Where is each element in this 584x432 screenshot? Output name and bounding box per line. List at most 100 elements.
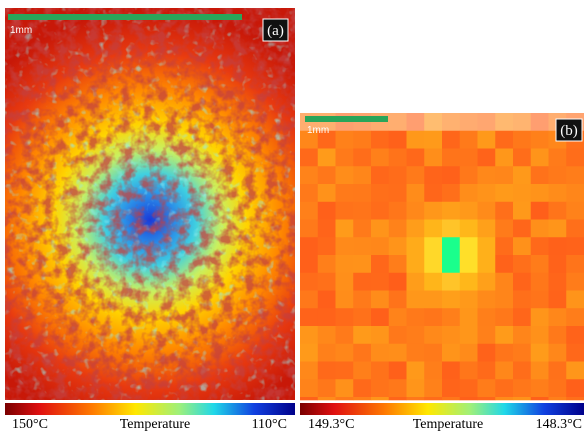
colorbar-title: Temperature	[413, 417, 484, 432]
pixel	[336, 113, 354, 131]
pixel	[531, 184, 549, 202]
pixel	[460, 113, 478, 131]
pixel	[566, 184, 584, 202]
pixel	[513, 255, 531, 273]
pixel	[318, 362, 336, 380]
pixel	[531, 220, 549, 238]
pixel	[566, 308, 584, 326]
pixel	[442, 344, 460, 362]
pixel	[460, 202, 478, 220]
pixel	[300, 220, 318, 238]
pixel	[442, 397, 460, 400]
pixel	[566, 149, 584, 167]
pixel	[318, 166, 336, 184]
pixel	[371, 113, 389, 131]
pixel	[336, 166, 354, 184]
pixel	[371, 149, 389, 167]
pixel	[566, 166, 584, 184]
pixel	[407, 255, 425, 273]
pixel	[371, 344, 389, 362]
pixel	[478, 149, 496, 167]
pixel	[495, 379, 513, 397]
pixel	[566, 397, 584, 400]
pixel	[478, 379, 496, 397]
pixel	[389, 291, 407, 309]
pixel	[336, 326, 354, 344]
pixel	[478, 166, 496, 184]
pixel	[424, 131, 442, 149]
pixel	[353, 397, 371, 400]
pixel	[371, 202, 389, 220]
colorbar-min: 150°C	[12, 417, 48, 432]
pixel	[371, 308, 389, 326]
pixel	[389, 397, 407, 400]
pixel	[531, 379, 549, 397]
pixel	[389, 149, 407, 167]
pixel	[389, 131, 407, 149]
pixel	[513, 379, 531, 397]
pixel	[336, 202, 354, 220]
pixel	[495, 291, 513, 309]
pixel	[424, 113, 442, 131]
pixel	[300, 149, 318, 167]
pixel	[371, 362, 389, 380]
pixel	[318, 308, 336, 326]
pixel	[424, 326, 442, 344]
pixel	[300, 379, 318, 397]
colorbar	[5, 403, 295, 415]
pixel	[442, 326, 460, 344]
pixel	[513, 202, 531, 220]
pixel	[424, 255, 442, 273]
pixel	[407, 166, 425, 184]
pixel	[531, 291, 549, 309]
pixel	[300, 291, 318, 309]
pixel	[353, 308, 371, 326]
pixel	[318, 273, 336, 291]
pixel	[353, 113, 371, 131]
pixel	[336, 273, 354, 291]
pixel	[300, 308, 318, 326]
pixel	[495, 220, 513, 238]
pixel	[353, 362, 371, 380]
pixel	[495, 237, 513, 255]
figure: 1mm (a) 150°C Temperature 110°C 1mm (b) …	[0, 0, 584, 432]
pixel	[531, 344, 549, 362]
pixel	[407, 273, 425, 291]
pixel	[318, 397, 336, 400]
pixel	[371, 131, 389, 149]
pixel	[549, 237, 567, 255]
pixel	[531, 273, 549, 291]
pixel	[442, 379, 460, 397]
pixel	[460, 379, 478, 397]
pixel	[336, 255, 354, 273]
pixel	[389, 184, 407, 202]
pixel	[549, 308, 567, 326]
pixel	[389, 220, 407, 238]
scale-label: 1mm	[10, 25, 32, 36]
pixel	[371, 326, 389, 344]
pixel	[371, 273, 389, 291]
pixel	[460, 326, 478, 344]
pixel	[300, 397, 318, 400]
pixel	[460, 362, 478, 380]
pixel	[531, 131, 549, 149]
pixel	[389, 202, 407, 220]
pixel	[442, 184, 460, 202]
pixel	[353, 344, 371, 362]
pixel	[389, 308, 407, 326]
pixel	[336, 237, 354, 255]
pixel	[318, 379, 336, 397]
pixel	[460, 273, 478, 291]
pixel	[442, 131, 460, 149]
pixel	[495, 131, 513, 149]
pixel	[549, 397, 567, 400]
pixel	[531, 166, 549, 184]
pixel	[353, 149, 371, 167]
pixel	[389, 379, 407, 397]
pixel	[566, 344, 584, 362]
pixel	[513, 149, 531, 167]
pixel	[389, 273, 407, 291]
pixel	[300, 344, 318, 362]
pixel	[336, 131, 354, 149]
pixel	[549, 220, 567, 238]
